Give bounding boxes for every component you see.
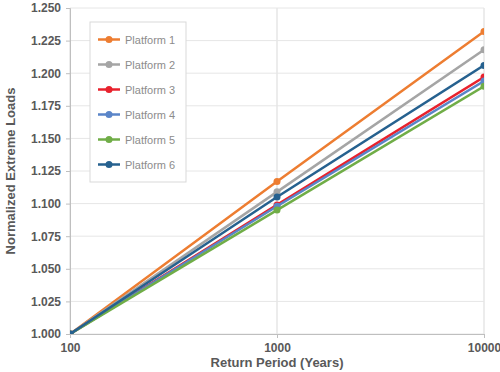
y-axis-line xyxy=(66,9,71,335)
y-tick-mark xyxy=(66,8,70,9)
y-tick: 1.225 xyxy=(31,34,70,48)
x-axis: 100 1000 10000 xyxy=(60,334,500,355)
legend-item: Platform 3 xyxy=(98,84,175,96)
legend-item: Platform 5 xyxy=(98,134,175,146)
y-tick-mark xyxy=(66,269,70,270)
x-tick: 1000 xyxy=(264,334,291,355)
y-tick: 1.025 xyxy=(31,295,70,309)
series-marker xyxy=(274,194,281,201)
y-axis: 1.000 1.025 1.050 1.075 1.100 1.125 1.150 1.175… xyxy=(31,1,71,341)
x-tick-label: 10000 xyxy=(468,341,500,355)
plot-area: 100 1000 10000 1.000 1.025 1.050 1.075 1.100 1.1… xyxy=(31,1,500,354)
legend-label: Platform 3 xyxy=(125,84,175,96)
legend-item: Platform 6 xyxy=(98,159,175,171)
y-tick-label: 1.250 xyxy=(31,1,61,15)
x-axis-line xyxy=(71,335,485,339)
y-tick-label: 1.100 xyxy=(31,197,61,211)
x-tick-mark xyxy=(484,334,485,338)
y-tick-label: 1.175 xyxy=(31,99,61,113)
grid xyxy=(70,8,484,334)
legend-marker xyxy=(106,36,113,43)
series-marker xyxy=(481,83,485,90)
y-tick: 1.200 xyxy=(31,67,70,81)
legend-label: Platform 1 xyxy=(125,34,175,46)
y-tick-label: 1.150 xyxy=(31,132,61,146)
legend-marker xyxy=(106,61,113,68)
y-tick-mark xyxy=(66,106,70,107)
y-tick-mark xyxy=(66,236,70,237)
y-tick-label: 1.000 xyxy=(31,327,61,341)
legend-marker xyxy=(106,161,113,168)
y-tick-mark xyxy=(66,301,70,302)
x-tick-label: 1000 xyxy=(264,341,291,355)
y-tick-label: 1.075 xyxy=(31,230,61,244)
series-line xyxy=(70,81,484,334)
x-axis-title: Return Period (Years) xyxy=(211,355,344,370)
legend-label: Platform 5 xyxy=(125,134,175,146)
y-tick: 1.075 xyxy=(31,230,70,244)
y-tick: 1.100 xyxy=(31,197,70,211)
series-line xyxy=(70,50,484,334)
y-tick-mark xyxy=(66,334,70,335)
y-tick: 1.125 xyxy=(31,164,70,178)
legend-marker xyxy=(106,136,113,143)
y-tick-label: 1.125 xyxy=(31,164,61,178)
legend-item: Platform 2 xyxy=(98,59,175,71)
y-tick: 1.150 xyxy=(31,132,70,146)
legend-item: Platform 4 xyxy=(98,109,175,121)
y-grid-line xyxy=(70,236,484,237)
y-axis-title: Normalized Extreme Loads xyxy=(3,88,18,255)
y-grid-line xyxy=(70,8,484,9)
series-marker xyxy=(481,62,485,69)
legend: Platform 1 Platform 2 Platform 3 Platform 4… xyxy=(90,22,186,182)
y-tick-label: 1.225 xyxy=(31,34,61,48)
y-tick-mark xyxy=(66,171,70,172)
legend-box xyxy=(90,22,186,182)
chart: 100 1000 10000 1.000 1.025 1.050 1.075 1.100 1.1… xyxy=(0,0,500,372)
y-tick-mark xyxy=(66,204,70,205)
y-tick-mark xyxy=(66,73,70,74)
series-marker xyxy=(274,178,281,185)
y-grid-line xyxy=(70,268,484,269)
y-tick-label: 1.200 xyxy=(31,67,61,81)
legend-label: Platform 2 xyxy=(125,59,175,71)
legend-label: Platform 6 xyxy=(125,159,175,171)
y-tick-label: 1.025 xyxy=(31,295,61,309)
legend-marker xyxy=(106,111,113,118)
x-tick: 100 xyxy=(60,334,80,355)
legend-marker xyxy=(106,86,113,93)
y-tick: 1.175 xyxy=(31,99,70,113)
y-tick: 1.000 xyxy=(31,327,70,341)
x-tick-label: 100 xyxy=(60,341,80,355)
x-tick-mark xyxy=(277,334,278,338)
series-marker xyxy=(481,46,485,53)
legend-item: Platform 1 xyxy=(98,34,175,46)
y-grid-line xyxy=(70,301,484,302)
series-marker xyxy=(274,207,281,214)
y-tick: 1.250 xyxy=(31,1,70,15)
series-marker xyxy=(481,28,485,35)
y-tick-mark xyxy=(66,41,70,42)
series-line xyxy=(70,77,484,334)
legend-label: Platform 4 xyxy=(125,109,175,121)
x-tick: 10000 xyxy=(468,334,500,355)
y-tick-label: 1.050 xyxy=(31,262,61,276)
y-tick: 1.050 xyxy=(31,262,70,276)
series-marker xyxy=(70,331,74,335)
y-tick-mark xyxy=(66,138,70,139)
